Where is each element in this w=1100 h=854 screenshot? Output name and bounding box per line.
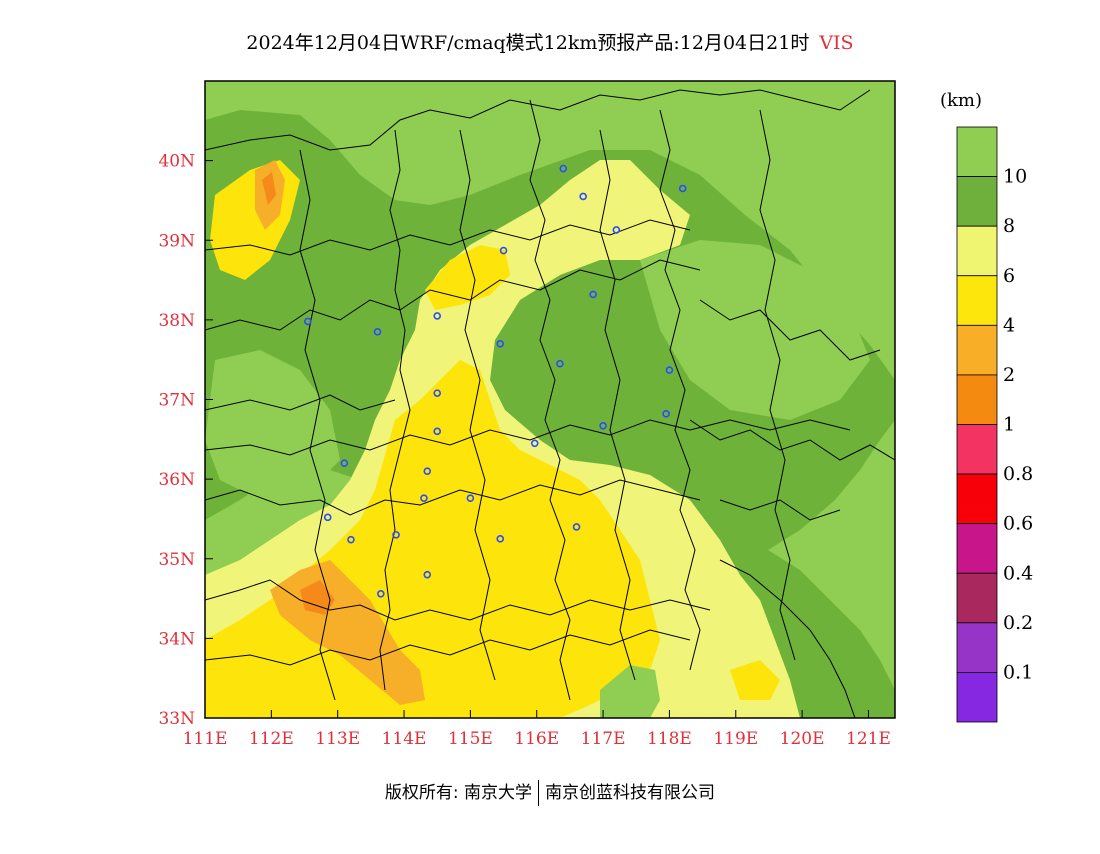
administrative-boundaries (205, 89, 895, 718)
lat-tick-label: 34N (158, 629, 195, 649)
city-marker (572, 523, 581, 531)
colorbar-segment (956, 672, 998, 723)
colorbar-label: 1 (1003, 414, 1015, 436)
colorbar-label: 8 (1003, 215, 1015, 237)
city-marker (579, 192, 587, 201)
title-main: 2024年12月04日WRF/cmaq模式12km预报产品:12月04日21时 (246, 32, 810, 54)
lon-tick-label: 115E (448, 729, 493, 749)
lon-tick-label: 119E (713, 729, 758, 749)
city-marker (323, 513, 332, 522)
zone-1-2km-north (262, 172, 276, 205)
visibility-field (205, 81, 895, 718)
lat-tick-label: 36N (158, 470, 195, 490)
map-title: 2024年12月04日WRF/cmaq模式12km预报产品:12月04日21时 V… (0, 28, 1100, 55)
colorbar-unit: (km) (940, 90, 983, 111)
city-marker (423, 467, 432, 475)
city-marker (612, 226, 621, 234)
colorbar-label: 0.4 (1003, 562, 1033, 584)
lon-tick-label: 113E (315, 729, 360, 749)
city-marker (433, 427, 442, 436)
colorbar-label: 2 (1003, 364, 1015, 386)
zone-4-6km-southeast (730, 660, 780, 700)
city-markers (304, 164, 687, 598)
lat-tick-label: 33N (158, 709, 195, 729)
title-variable: VIS (819, 32, 854, 54)
zone-over-10km-enclave (600, 665, 660, 718)
city-marker (665, 366, 674, 374)
city-marker (496, 535, 505, 543)
lat-tick-label: 35N (158, 550, 195, 570)
city-marker (377, 589, 385, 598)
city-marker (347, 535, 355, 544)
city-marker (556, 359, 564, 368)
city-marker (678, 184, 687, 193)
zone-over-10km-patch-east (640, 240, 870, 420)
colorbar-segment (956, 523, 998, 574)
city-marker (423, 570, 432, 579)
colorbar-segment (956, 622, 998, 673)
city-marker (304, 317, 312, 326)
city-marker (466, 494, 475, 503)
colorbar-label: 4 (1003, 314, 1015, 336)
zone-over-10km-patch-west (205, 350, 340, 500)
lat-tick-label: 37N (158, 391, 195, 411)
city-marker (589, 290, 597, 299)
lon-tick-label: 111E (183, 729, 228, 749)
colorbar-label: 0.6 (1003, 513, 1033, 535)
latitude-axis: 33N 34N 35N 36N 37N 38N 39N 40N (158, 152, 213, 729)
lon-tick-label: 120E (780, 729, 825, 749)
lat-tick-label: 38N (158, 311, 195, 331)
colorbar-segment (956, 176, 998, 227)
lon-tick-label: 114E (382, 729, 427, 749)
colorbar-label: 0.8 (1003, 463, 1033, 485)
colorbar-segment (956, 424, 998, 475)
city-marker (662, 410, 670, 418)
lon-tick-label: 116E (514, 729, 559, 749)
colorbar-segment (956, 374, 998, 425)
colorbar-label: 0.2 (1003, 612, 1033, 634)
lat-tick-label: 40N (158, 152, 195, 172)
city-marker (599, 421, 607, 430)
colorbar-segment (956, 473, 998, 525)
city-marker (559, 164, 568, 173)
colorbar-label: 6 (1003, 265, 1015, 287)
copyright-footer: 版权所有: 南京大学 南京创蓝科技有限公司 (0, 778, 1100, 806)
lon-tick-label: 112E (249, 729, 294, 749)
colorbar-segment (956, 275, 998, 326)
city-marker (433, 312, 442, 320)
lon-tick-label: 117E (581, 729, 626, 749)
lon-tick-label: 121E (846, 729, 891, 749)
lon-tick-label: 118E (647, 729, 692, 749)
city-marker (340, 459, 349, 468)
copyright-right: 南京创蓝科技有限公司 (545, 783, 716, 803)
lat-tick-label: 39N (158, 231, 195, 251)
colorbar-label: 10 (1003, 166, 1027, 188)
colorbar-label: 0.1 (1003, 661, 1033, 683)
colorbar-segment (956, 324, 998, 376)
footer-separator (538, 780, 540, 806)
city-marker (499, 246, 508, 255)
city-marker (496, 339, 505, 348)
copyright-left: 版权所有: 南京大学 (384, 783, 533, 803)
colorbar-segment (956, 126, 998, 177)
colorbar: 10 8 6 4 2 1 0.8 0.6 0.4 0.2 0.1 (956, 126, 1033, 723)
city-marker (433, 389, 442, 397)
city-marker (530, 439, 539, 448)
city-marker (373, 328, 382, 336)
colorbar-segment (956, 225, 998, 277)
city-marker (420, 494, 428, 503)
longitude-axis: 111E 112E 113E 114E 115E 116E 117E 118E 119E 120E… (183, 710, 891, 749)
colorbar-segment (956, 572, 998, 624)
city-marker (392, 531, 400, 539)
